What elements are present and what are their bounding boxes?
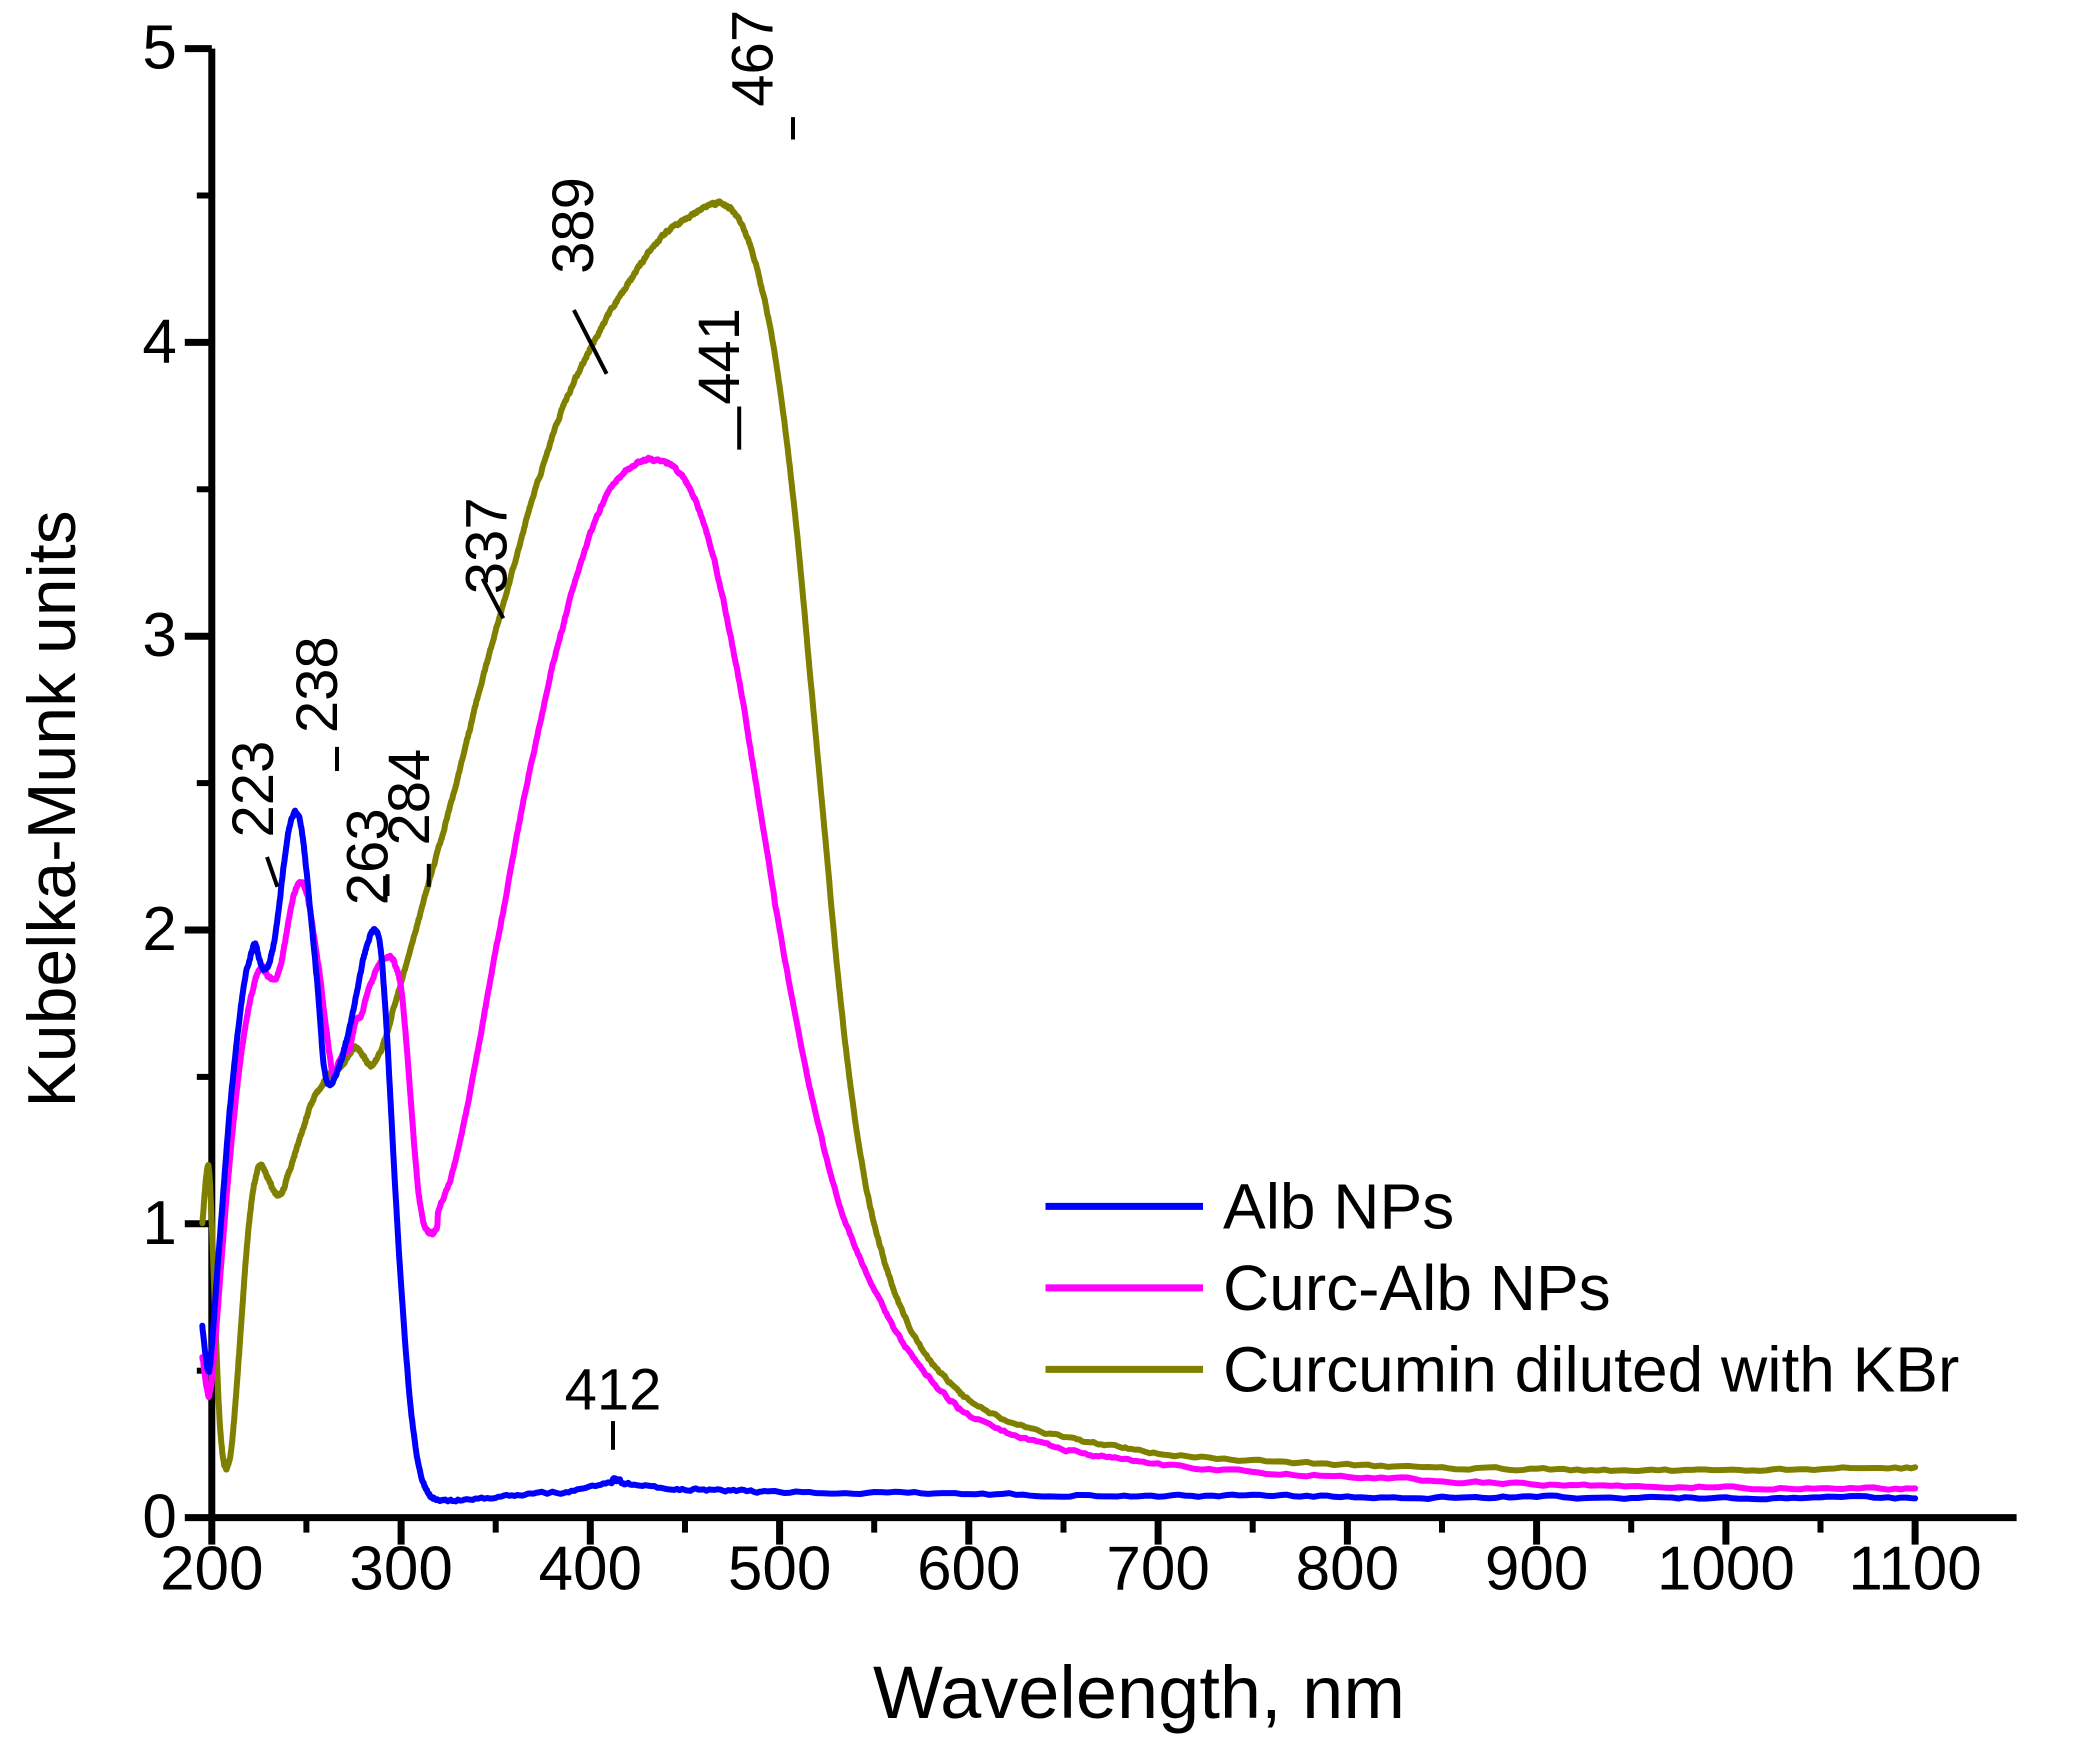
svg-text:Wavelength, nm: Wavelength, nm [873,1651,1405,1734]
svg-text:Alb NPs: Alb NPs [1223,1170,1454,1242]
svg-text:Curc-Alb NPs: Curc-Alb NPs [1223,1252,1611,1324]
svg-text:5: 5 [142,14,176,83]
svg-text:3: 3 [142,601,176,670]
svg-text:1000: 1000 [1657,1535,1795,1604]
svg-text:900: 900 [1485,1535,1588,1604]
svg-text:700: 700 [1106,1535,1209,1604]
svg-text:412: 412 [565,1358,662,1423]
svg-text:2: 2 [142,895,176,964]
svg-text:4: 4 [142,307,176,376]
svg-text:400: 400 [539,1535,642,1604]
svg-text:600: 600 [917,1535,1020,1604]
svg-text:Curcumin diluted with KBr: Curcumin diluted with KBr [1223,1333,1959,1405]
svg-text:200: 200 [160,1535,263,1604]
svg-text:389: 389 [541,177,606,274]
svg-text:1: 1 [142,1189,176,1258]
svg-text:800: 800 [1296,1535,1399,1604]
svg-text:Kubelka-Munk units: Kubelka-Munk units [14,510,90,1107]
svg-text:337: 337 [455,497,520,594]
svg-text:500: 500 [728,1535,831,1604]
svg-text:441: 441 [687,308,752,405]
svg-text:1100: 1100 [1848,1535,1981,1604]
svg-text:238: 238 [285,636,350,733]
svg-text:300: 300 [349,1535,452,1604]
svg-text:467: 467 [720,10,785,107]
svg-text:223: 223 [221,741,286,838]
svg-text:284: 284 [377,749,442,846]
